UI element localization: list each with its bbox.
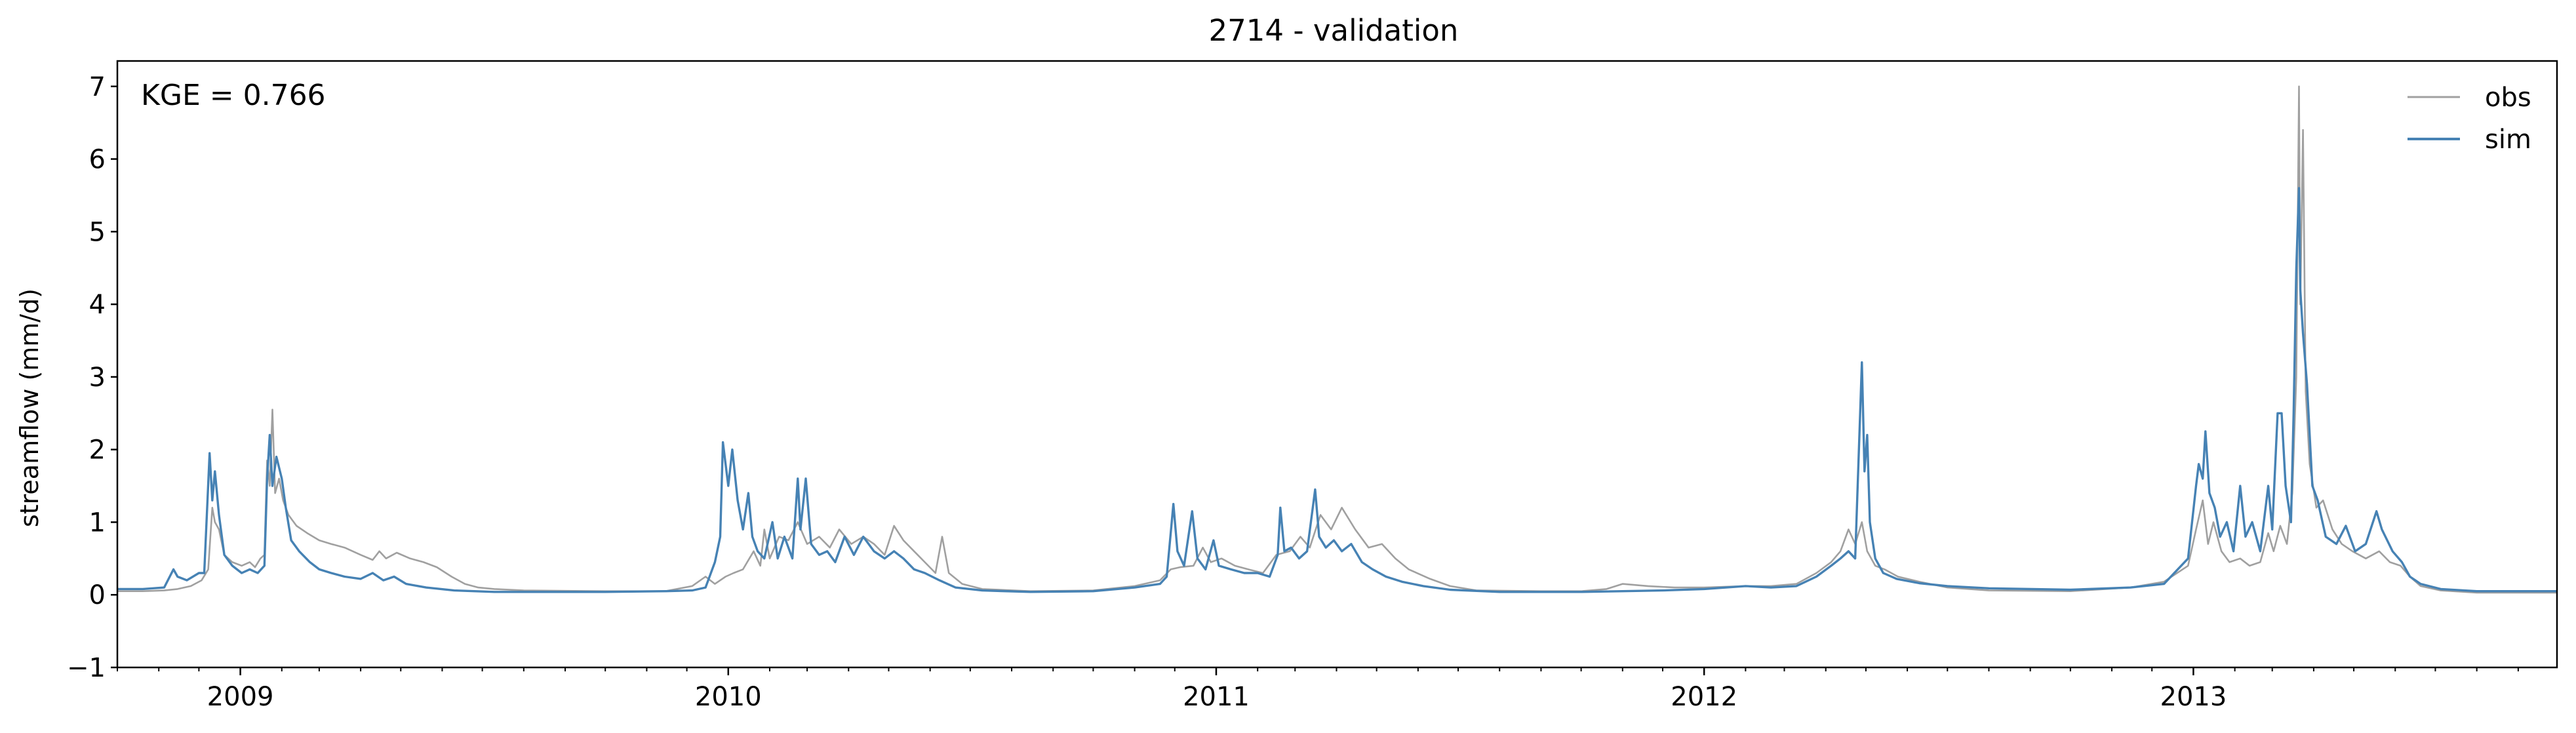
y-axis-ticks: −1 0 1 2 3 4 5 6 7 xyxy=(67,72,117,683)
y-tick-label: −1 xyxy=(67,653,106,683)
plot-frame xyxy=(116,60,2558,669)
chart-title: 2714 - validation xyxy=(1209,13,1459,48)
y-tick-label: 7 xyxy=(89,72,106,102)
series-line-obs xyxy=(117,85,2557,594)
y-tick-label: 2 xyxy=(89,435,106,466)
kge-annotation: KGE = 0.766 xyxy=(141,79,326,112)
x-tick-label: 2012 xyxy=(1671,682,1737,712)
y-tick-label: 1 xyxy=(89,507,106,538)
series-lines xyxy=(117,85,2557,594)
y-tick-label: 5 xyxy=(89,217,106,247)
legend-label-sim: sim xyxy=(2485,125,2531,155)
y-tick-label: 0 xyxy=(89,580,106,610)
y-tick-label: 4 xyxy=(89,290,106,320)
x-tick-label: 2010 xyxy=(695,682,762,712)
series-line-sim xyxy=(117,187,2557,593)
legend-label-obs: obs xyxy=(2485,83,2531,113)
x-tick-label: 2011 xyxy=(1183,682,1250,712)
legend: obs sim xyxy=(2408,83,2531,155)
y-tick-label: 3 xyxy=(89,363,106,393)
x-axis-ticks: 2009 2010 2011 2012 2013 xyxy=(117,667,2519,712)
plot-area: −1 0 1 2 3 4 5 6 7 2009 2010 2011 2012 2013 KGE = 0.… xyxy=(67,60,2558,712)
x-tick-label: 2013 xyxy=(2160,682,2227,712)
y-tick-label: 6 xyxy=(89,145,106,175)
y-axis-label: streamflow (mm/d) xyxy=(15,288,44,527)
x-tick-label: 2009 xyxy=(207,682,274,712)
